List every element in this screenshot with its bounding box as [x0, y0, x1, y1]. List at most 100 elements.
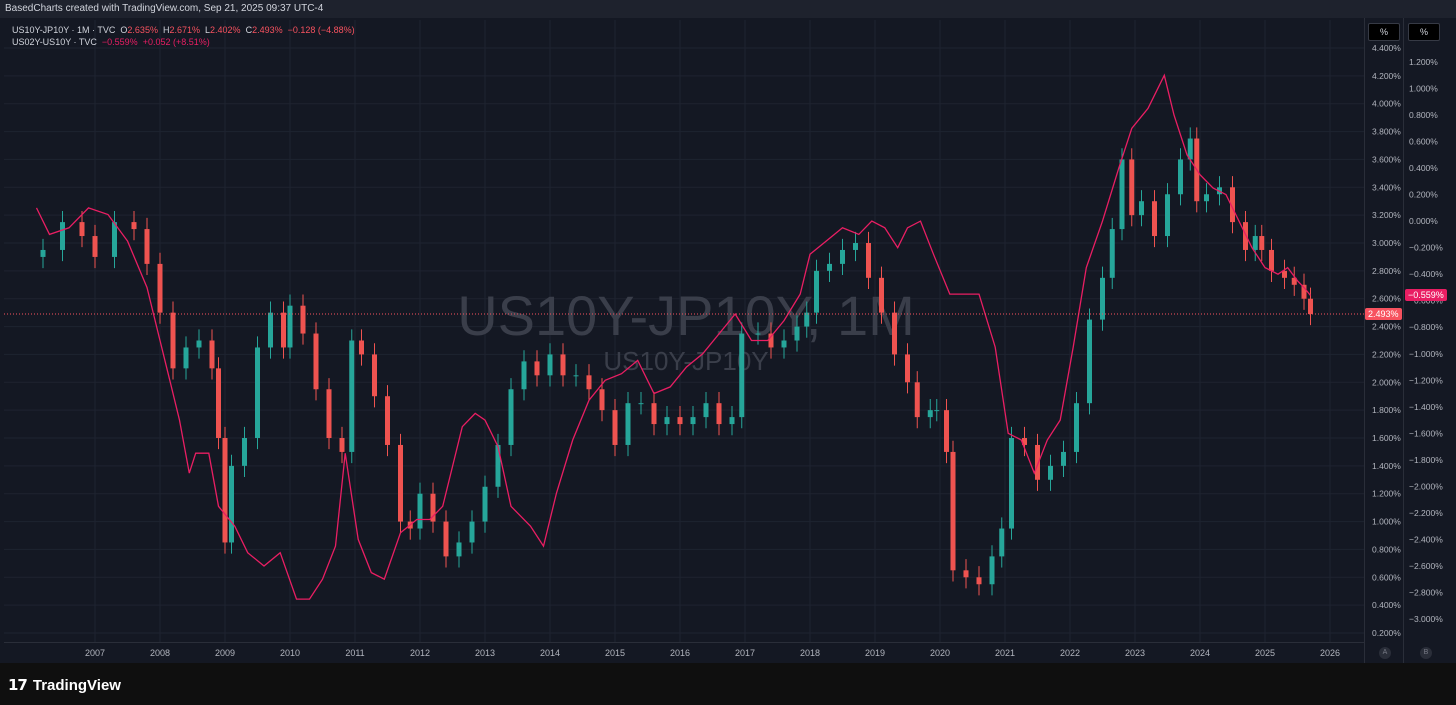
- candle-body: [1252, 236, 1258, 250]
- left-axis-tick-label: 4.000%: [1372, 99, 1401, 109]
- scale-mode-a-button[interactable]: A: [1379, 647, 1391, 659]
- candle-body: [209, 340, 215, 369]
- candle-body: [92, 236, 98, 257]
- candle-body: [157, 263, 163, 313]
- candle-body: [1308, 298, 1313, 315]
- candle-body: [739, 333, 745, 418]
- candle-body: [547, 354, 553, 376]
- candle-body: [242, 438, 247, 466]
- legend-row-2[interactable]: US02Y-US10Y · TVC −0.559% +0.052 (+8.51%…: [12, 37, 210, 47]
- left-axis-tick-label: 2.200%: [1372, 349, 1401, 359]
- candle-body: [255, 347, 260, 438]
- chart-frame[interactable]: [0, 18, 1456, 663]
- candle-body: [1243, 222, 1248, 250]
- left-axis-tick-label: 1.800%: [1372, 405, 1401, 415]
- right-axis-tick-label: 0.000%: [1409, 216, 1438, 226]
- candle-body: [914, 382, 920, 418]
- scale-mode-b-button[interactable]: B: [1420, 647, 1432, 659]
- legend-low: 2.402%: [210, 25, 241, 35]
- x-axis-tick-label: 2021: [995, 648, 1015, 658]
- legend-row-1[interactable]: US10Y-JP10Y · 1M · TVC O2.635% H2.671% L…: [12, 25, 355, 35]
- candle-body: [1230, 187, 1235, 223]
- candle-body: [1048, 465, 1053, 480]
- candle-body: [300, 305, 306, 334]
- candle-body: [287, 305, 293, 348]
- x-axis-tick-label: 2018: [800, 648, 820, 658]
- candle-body: [112, 222, 117, 257]
- legend-l-label: L: [205, 25, 211, 35]
- tradingview-mark-icon: 17: [8, 676, 28, 694]
- candle-body: [534, 361, 540, 376]
- candle-body: [866, 243, 871, 278]
- candle-body: [599, 389, 605, 411]
- candle-body: [339, 438, 345, 452]
- candle-body: [963, 570, 969, 578]
- caption-bar: BasedCharts created with TradingView.com…: [0, 0, 1456, 18]
- x-axis-tick-label: 2008: [150, 648, 170, 658]
- candle-body: [638, 403, 644, 405]
- legend-change-1: −0.128 (−4.88%): [287, 25, 355, 35]
- left-axis-tick-label: 3.400%: [1372, 182, 1401, 192]
- left-axis-tick-label: 3.200%: [1372, 210, 1401, 220]
- candle-body: [1087, 319, 1092, 404]
- legend-high: 2.671%: [169, 25, 200, 35]
- right-axis-tick-label: 0.400%: [1409, 163, 1438, 173]
- candle-body: [229, 465, 234, 543]
- x-axis-tick-label: 2012: [410, 648, 430, 658]
- x-axis-tick-label: 2025: [1255, 648, 1275, 658]
- candle-body: [1204, 194, 1209, 202]
- left-axis-tick-label: 1.600%: [1372, 433, 1401, 443]
- right-axis-tick-label: 0.200%: [1409, 190, 1438, 200]
- legend-c-label: C: [245, 25, 253, 35]
- left-axis-tick-label: 2.000%: [1372, 377, 1401, 387]
- candle-body: [1269, 249, 1274, 271]
- right-axis-tick-label: −2.800%: [1409, 587, 1443, 597]
- candle-body: [326, 389, 332, 438]
- left-axis-tick-label: 0.200%: [1372, 628, 1401, 638]
- candle-body: [716, 403, 722, 425]
- candle-body: [612, 410, 618, 445]
- left-axis-tick-label: 1.000%: [1372, 517, 1401, 527]
- candle-body: [417, 493, 423, 529]
- candle-body: [1109, 229, 1115, 278]
- left-axis-tick-label: 0.800%: [1372, 544, 1401, 554]
- candle-body: [1152, 201, 1157, 237]
- right-axis-tick-label: 1.000%: [1409, 84, 1438, 94]
- footer-bar: 17 TradingView: [0, 663, 1456, 705]
- candle-body: [521, 361, 527, 390]
- left-axis-tick-label: 0.400%: [1372, 600, 1401, 610]
- x-axis-tick-label: 2014: [540, 648, 560, 658]
- candle-body: [573, 375, 579, 377]
- candle-body: [170, 312, 176, 369]
- x-axis-tick-label: 2024: [1190, 648, 1210, 658]
- right-scale-unit-button[interactable]: %: [1408, 23, 1440, 41]
- candle-body: [950, 451, 956, 571]
- candle-body: [1074, 403, 1079, 452]
- candle-body: [183, 347, 189, 369]
- candle-body: [131, 222, 137, 230]
- legend-close: 2.493%: [252, 25, 283, 35]
- x-axis-tick-label: 2016: [670, 648, 690, 658]
- left-scale-unit-button[interactable]: %: [1368, 23, 1400, 41]
- candle-body: [281, 312, 286, 348]
- candle-body: [196, 340, 202, 348]
- candle-body: [1009, 438, 1014, 529]
- legend-h-label: H: [162, 25, 170, 35]
- candle-body: [313, 333, 319, 390]
- left-axis-tick-label: 1.200%: [1372, 489, 1401, 499]
- left-axis-tick-label: 3.000%: [1372, 238, 1401, 248]
- candle-body: [651, 403, 657, 425]
- tradingview-logo[interactable]: 17 TradingView: [8, 676, 121, 694]
- candle-body: [1259, 236, 1265, 250]
- x-axis-tick-label: 2019: [865, 648, 885, 658]
- right-axis-tick-label: −0.200%: [1409, 243, 1443, 253]
- left-axis-tick-label: 4.200%: [1372, 71, 1401, 81]
- left-axis-tick-label: 2.400%: [1372, 322, 1401, 332]
- candle-body: [1119, 159, 1125, 230]
- right-axis-tick-label: −1.400%: [1409, 402, 1443, 412]
- x-axis-tick-label: 2026: [1320, 648, 1340, 658]
- candle-body: [1035, 444, 1040, 480]
- candle-body: [456, 542, 462, 557]
- candle-body: [794, 326, 800, 341]
